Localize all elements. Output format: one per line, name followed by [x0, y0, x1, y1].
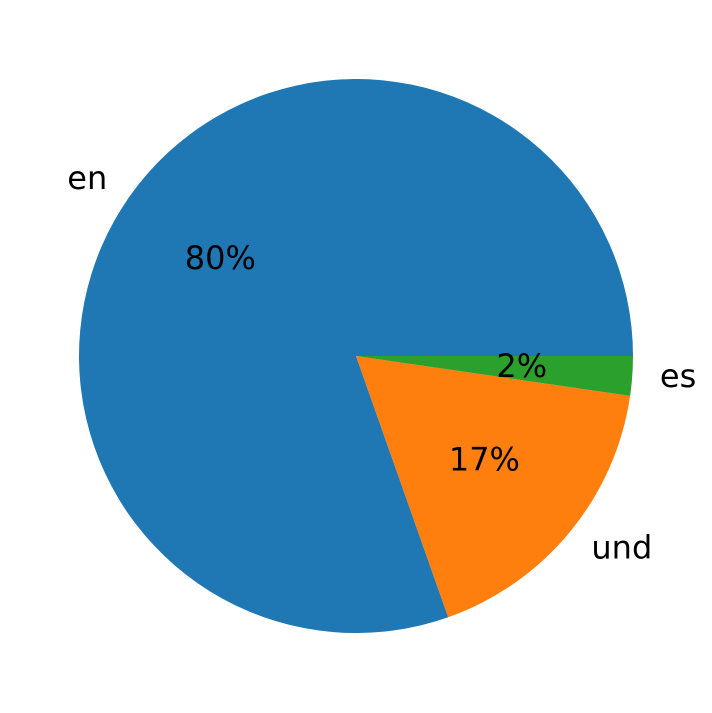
- slice-label: en: [67, 159, 107, 197]
- percent-label: 2%: [496, 347, 547, 385]
- slice-label: es: [660, 357, 696, 395]
- pie-slice: [356, 356, 633, 396]
- pie-slice: [356, 356, 631, 618]
- percent-label: 80%: [185, 239, 256, 277]
- percent-label: 17%: [449, 441, 520, 479]
- slice-label: und: [591, 528, 652, 566]
- pie-slice: [78, 78, 633, 634]
